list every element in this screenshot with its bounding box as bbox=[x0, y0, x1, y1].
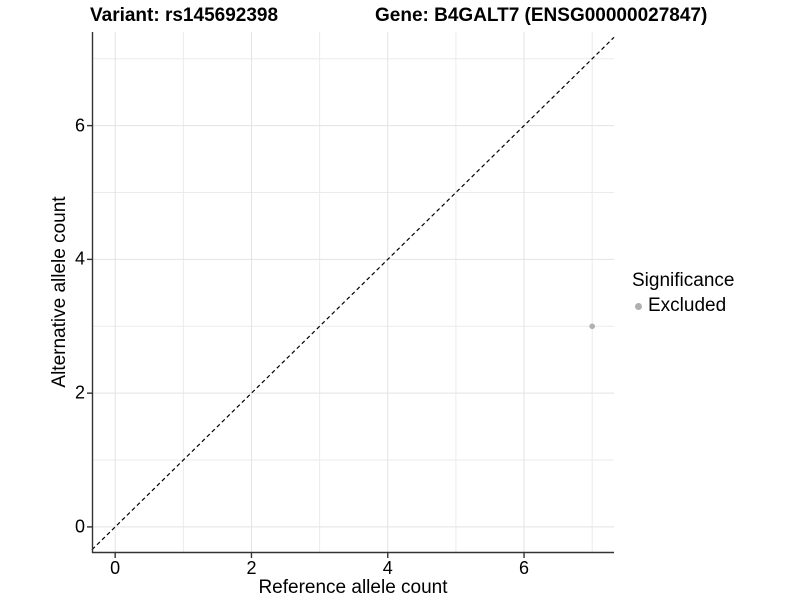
y-tick-label: 6 bbox=[74, 115, 85, 136]
y-tick-label: 0 bbox=[74, 516, 85, 537]
y-tick-label: 2 bbox=[74, 382, 85, 403]
legend-item-label: Excluded bbox=[648, 295, 727, 316]
legend-item: Excluded bbox=[630, 295, 734, 317]
plot-title-gene: Gene: B4GALT7 (ENSG00000027847) bbox=[375, 5, 708, 26]
x-tick-label: 2 bbox=[246, 558, 257, 578]
plot-panel bbox=[87, 32, 615, 558]
legend-items: Excluded bbox=[630, 295, 734, 317]
y-axis-tick-labels: 0 2 4 6 bbox=[0, 32, 85, 553]
legend: Significance Excluded bbox=[630, 270, 734, 317]
x-tick-label: 4 bbox=[382, 558, 393, 578]
x-tick-label: 0 bbox=[110, 558, 121, 578]
y-tick-label: 4 bbox=[74, 248, 85, 269]
x-tick-label: 6 bbox=[519, 558, 530, 578]
identity-line bbox=[91, 36, 615, 551]
plot-title-variant: Variant: rs145692398 bbox=[90, 5, 279, 26]
legend-key-dot bbox=[635, 302, 642, 310]
x-axis-tick-labels: 0 2 4 6 bbox=[92, 558, 614, 578]
data-point bbox=[589, 323, 595, 330]
legend-title: Significance bbox=[632, 270, 735, 291]
x-axis-title: Reference allele count bbox=[258, 577, 448, 598]
plot-canvas bbox=[87, 32, 615, 558]
